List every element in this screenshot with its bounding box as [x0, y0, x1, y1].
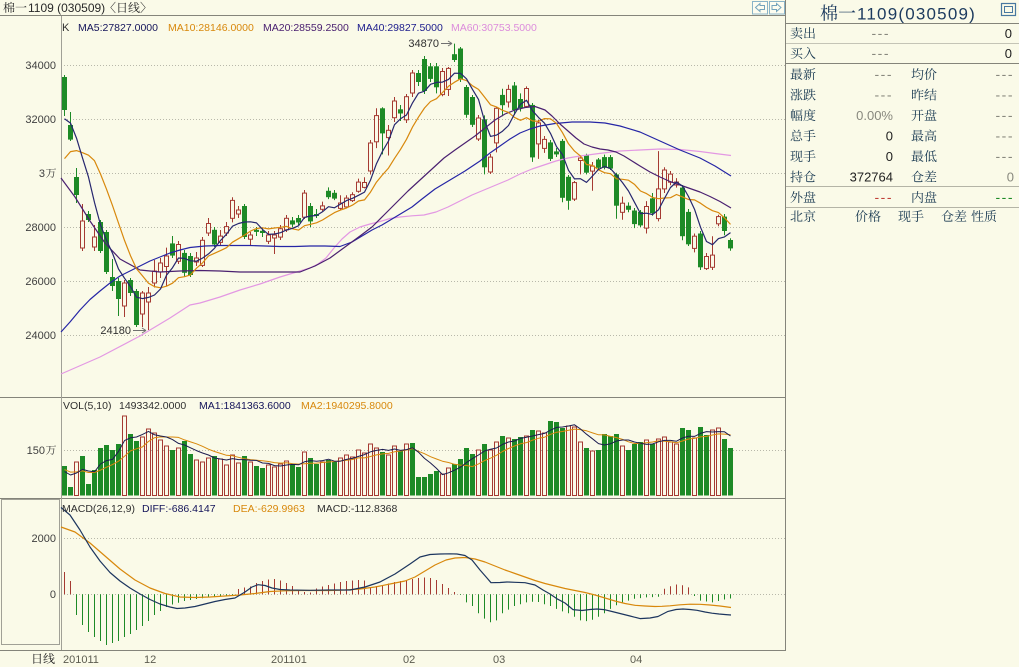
svg-text:---: --- [996, 148, 1015, 164]
svg-text:04: 04 [630, 654, 642, 666]
svg-text:150: 150 [27, 445, 45, 457]
svg-text:---: --- [996, 128, 1015, 144]
svg-text:---: --- [996, 107, 1015, 123]
svg-text:VOL(5,10): VOL(5,10) [63, 400, 111, 412]
svg-text:MA5:27827.0000: MA5:27827.0000 [78, 22, 158, 34]
svg-text:K: K [62, 22, 70, 34]
svg-text:34000: 34000 [25, 60, 56, 72]
svg-text:0: 0 [1005, 46, 1012, 61]
svg-text:MA40:29827.5000: MA40:29827.5000 [357, 22, 443, 34]
svg-text:MACD(26,12,9): MACD(26,12,9) [62, 503, 135, 515]
svg-text:---: --- [996, 87, 1015, 103]
svg-text:201011: 201011 [63, 654, 99, 666]
svg-text:02: 02 [403, 654, 415, 666]
svg-text:0: 0 [50, 589, 56, 601]
svg-text:---: --- [996, 189, 1015, 205]
svg-text:03: 03 [493, 654, 505, 666]
svg-text:372764: 372764 [850, 170, 893, 185]
svg-text:0.00%: 0.00% [856, 108, 893, 123]
svg-text:3: 3 [39, 168, 45, 180]
svg-text:24000: 24000 [25, 330, 56, 342]
svg-text:1109(030509): 1109(030509) [857, 5, 976, 24]
svg-text:MACD:-112.8368: MACD:-112.8368 [317, 503, 398, 515]
svg-text:DEA:-629.9963: DEA:-629.9963 [233, 503, 305, 515]
svg-text:MA1:1841363.6000: MA1:1841363.6000 [199, 400, 291, 412]
svg-text:0: 0 [886, 149, 893, 164]
svg-text:24180: 24180 [100, 325, 131, 337]
svg-text:---: --- [875, 87, 894, 103]
svg-text:MA2:1940295.8000: MA2:1940295.8000 [301, 400, 393, 412]
svg-text:---: --- [872, 25, 891, 41]
svg-text:2000: 2000 [32, 533, 56, 545]
svg-text:0: 0 [1007, 170, 1014, 185]
svg-text:---: --- [875, 66, 894, 82]
svg-text:MA60:30753.5000: MA60:30753.5000 [451, 22, 537, 34]
svg-text:12: 12 [144, 654, 156, 666]
svg-text:201101: 201101 [271, 654, 307, 666]
svg-text:1493342.0000: 1493342.0000 [119, 400, 186, 412]
svg-text:0: 0 [886, 129, 893, 144]
svg-text:MA20:28559.2500: MA20:28559.2500 [263, 22, 349, 34]
svg-text:---: --- [996, 66, 1015, 82]
svg-text:DIFF:-686.4147: DIFF:-686.4147 [142, 503, 216, 515]
svg-text:1109 (030509): 1109 (030509) [28, 1, 105, 15]
svg-text:0: 0 [1005, 26, 1012, 41]
svg-text:28000: 28000 [25, 222, 56, 234]
svg-text:26000: 26000 [25, 276, 56, 288]
svg-text:---: --- [872, 45, 891, 61]
svg-text:---: --- [875, 189, 894, 205]
svg-text:MA10:28146.0000: MA10:28146.0000 [168, 22, 254, 34]
svg-text:32000: 32000 [25, 114, 56, 126]
svg-text:34870: 34870 [408, 38, 439, 50]
